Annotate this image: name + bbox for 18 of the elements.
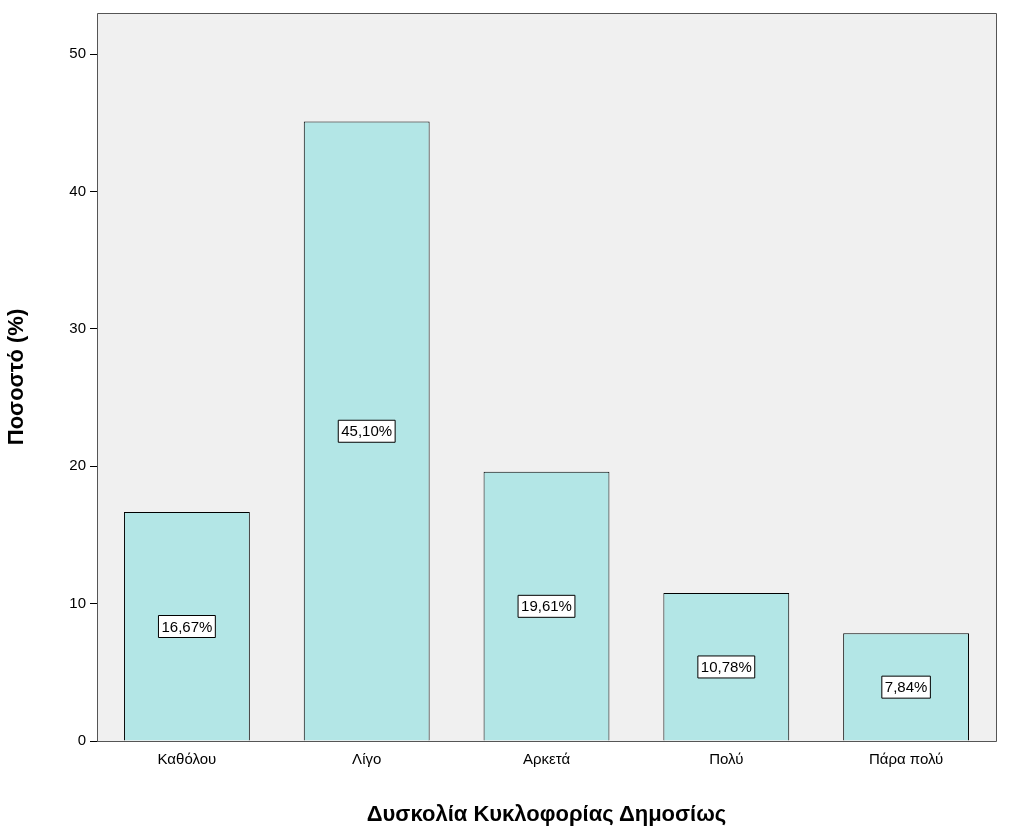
x-tick-label: Καθόλου — [157, 750, 217, 768]
y-tick-label: 10 — [69, 593, 86, 611]
y-tick-label: 30 — [69, 319, 86, 337]
data-label: 45,10% — [341, 422, 393, 440]
y-tick-label: 20 — [69, 456, 86, 474]
y-tick-label: 0 — [77, 731, 86, 749]
x-tick-label: Αρκετά — [522, 750, 571, 768]
data-label: 19,61% — [521, 597, 572, 615]
y-tick-label: 50 — [69, 44, 86, 62]
x-tick-label: Πολύ — [709, 750, 744, 768]
x-axis-title: Δυσκολία Κυκλοφορίας Δημοσίως — [366, 800, 727, 826]
y-axis-title: Ποσοστό (%) — [3, 308, 29, 446]
data-label: 16,67% — [161, 617, 213, 635]
data-label: 10,78% — [700, 658, 752, 676]
y-tick-label: 40 — [69, 181, 86, 199]
x-tick-label: Πάρα πολύ — [868, 750, 944, 768]
x-tick-label: Λίγο — [352, 750, 382, 768]
data-label: 7,84% — [884, 678, 928, 696]
